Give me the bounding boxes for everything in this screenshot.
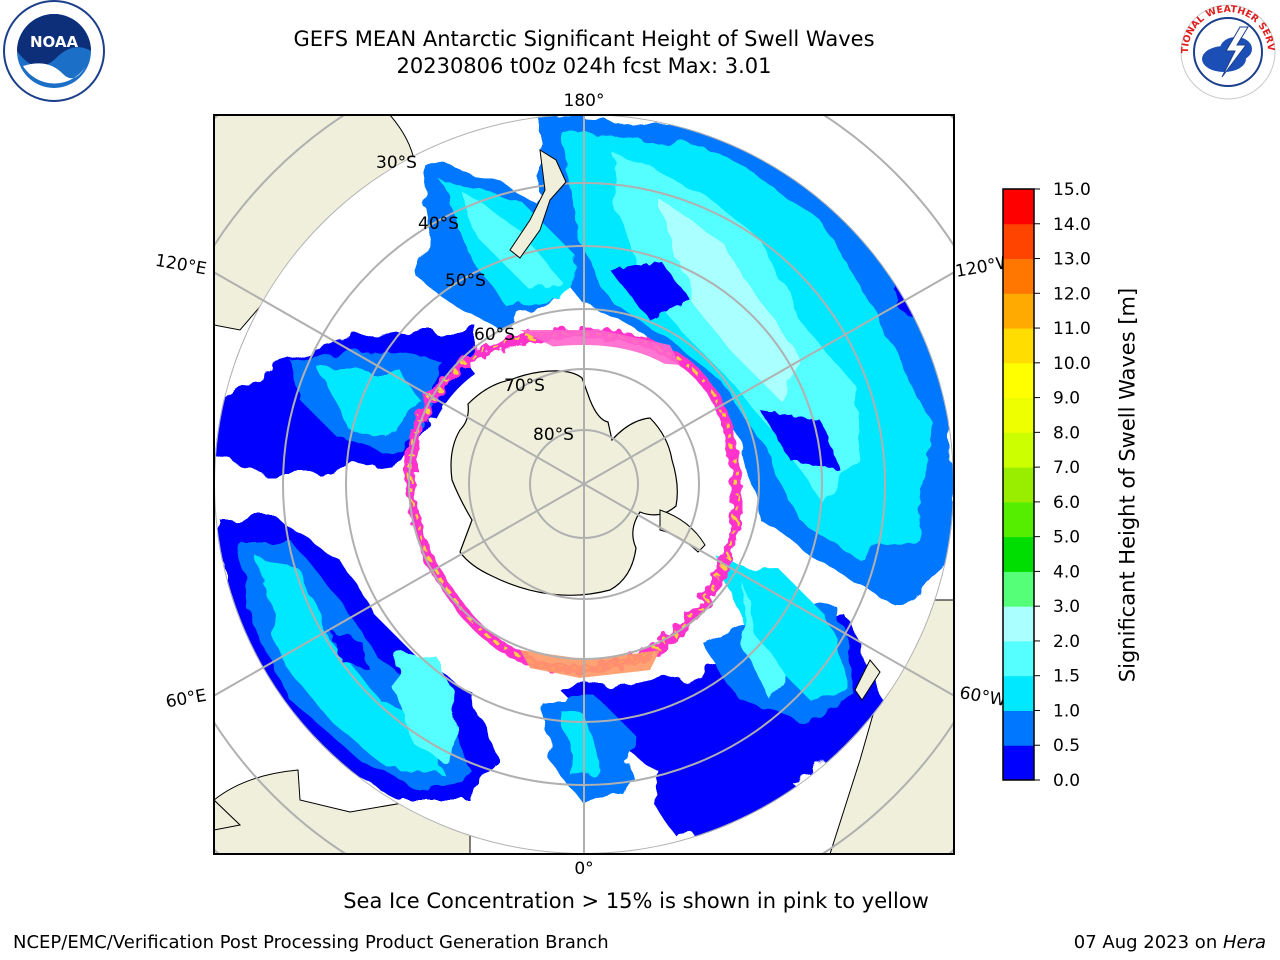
colorbar-box — [1003, 606, 1034, 642]
colorbar-tick-label: 10.0 — [1053, 354, 1091, 374]
colorbar-box — [1003, 432, 1034, 468]
lat-label-40s: 40°S — [418, 214, 459, 234]
colorbar-box — [1003, 536, 1034, 572]
lat-label-70s: 70°S — [504, 376, 545, 396]
sea-ice-note: Sea Ice Concentration > 15% is shown in … — [343, 889, 929, 913]
colorbar-outline — [1002, 188, 1035, 781]
colorbar-box — [1003, 223, 1034, 260]
colorbar-tick-label: 0.0 — [1053, 771, 1080, 791]
colorbar-tick-label: 1.0 — [1053, 701, 1080, 721]
coastlines — [214, 149, 881, 831]
colorbar-tick-label: 4.0 — [1053, 562, 1080, 582]
colorbar-tick-label: 13.0 — [1053, 250, 1091, 270]
colorbar-box — [1003, 189, 1034, 225]
colorbar-tick-label: 11.0 — [1053, 319, 1091, 339]
lat-label-30s: 30°S — [376, 153, 417, 173]
noaa-logo-text: NOAA — [30, 33, 79, 51]
colorbar-tick-label: 5.0 — [1053, 528, 1080, 548]
colorbar-tick-label: 2.0 — [1053, 632, 1080, 652]
national-weather-service-logo: NATIONAL WEATHER SERVICE — [1178, 3, 1276, 100]
footer-date: 07 Aug 2023 on Hera — [1074, 932, 1266, 953]
colorbar-box — [1003, 467, 1034, 503]
colorbar-label: Significant Height of Swell Waves [m] — [1115, 287, 1140, 683]
colorbar-tick-label: 7.0 — [1053, 458, 1080, 478]
colorbar-box — [1003, 362, 1034, 399]
colorbar-ticks: 0.0 0.5 1.0 1.5 2.0 3.0 4.0 5.0 6.0 7.0 8.0 9.0 10.0… — [1034, 180, 1091, 791]
map-frame — [213, 114, 955, 855]
colorbar-box — [1003, 293, 1034, 329]
colorbar-boxes — [1003, 189, 1034, 781]
title-line-1: GEFS MEAN Antarctic Significant Height o… — [293, 27, 875, 51]
colorbar-tick-label: 12.0 — [1053, 284, 1091, 304]
colorbar-box — [1003, 710, 1034, 746]
colorbar-box — [1003, 328, 1034, 364]
colorbar-tick-label: 8.0 — [1053, 423, 1080, 443]
lat-label-80s: 80°S — [533, 425, 574, 445]
lon-label-180: 180° — [564, 91, 605, 111]
footer-date-text: 07 Aug 2023 on — [1073, 932, 1223, 953]
colorbar-tick-label: 15.0 — [1053, 180, 1091, 200]
colorbar-box — [1003, 571, 1034, 607]
colorbar-box — [1003, 745, 1034, 781]
lat-label-50s: 50°S — [445, 271, 486, 291]
colorbar-box — [1003, 501, 1034, 538]
antarctica — [450, 370, 678, 596]
chart-title: GEFS MEAN Antarctic Significant Height o… — [0, 26, 1168, 80]
colorbar-tick-label: 14.0 — [1053, 215, 1091, 235]
colorbar-box — [1003, 675, 1034, 711]
colorbar-tick-label: 0.5 — [1053, 736, 1080, 756]
colorbar-tick-label: 9.0 — [1053, 389, 1080, 409]
lat-label-60s: 60°S — [474, 325, 515, 345]
colorbar-tick-label: 1.5 — [1053, 667, 1080, 687]
lon-label-0: 0° — [574, 859, 593, 879]
colorbar-tick-label: 6.0 — [1053, 493, 1080, 513]
footer-credit: NCEP/EMC/Verification Post Processing Pr… — [13, 932, 609, 953]
colorbar-box — [1003, 640, 1034, 677]
colorbar-box — [1003, 397, 1034, 433]
longitude-grid — [214, 115, 954, 854]
colorbar-tick-label: 3.0 — [1053, 597, 1080, 617]
title-line-2: 20230806 t00z 024h fcst Max: 3.01 — [396, 54, 772, 78]
noaa-logo: NOAA — [3, 0, 105, 102]
footer-host: Hera — [1222, 932, 1266, 953]
colorbar-box — [1003, 258, 1034, 294]
